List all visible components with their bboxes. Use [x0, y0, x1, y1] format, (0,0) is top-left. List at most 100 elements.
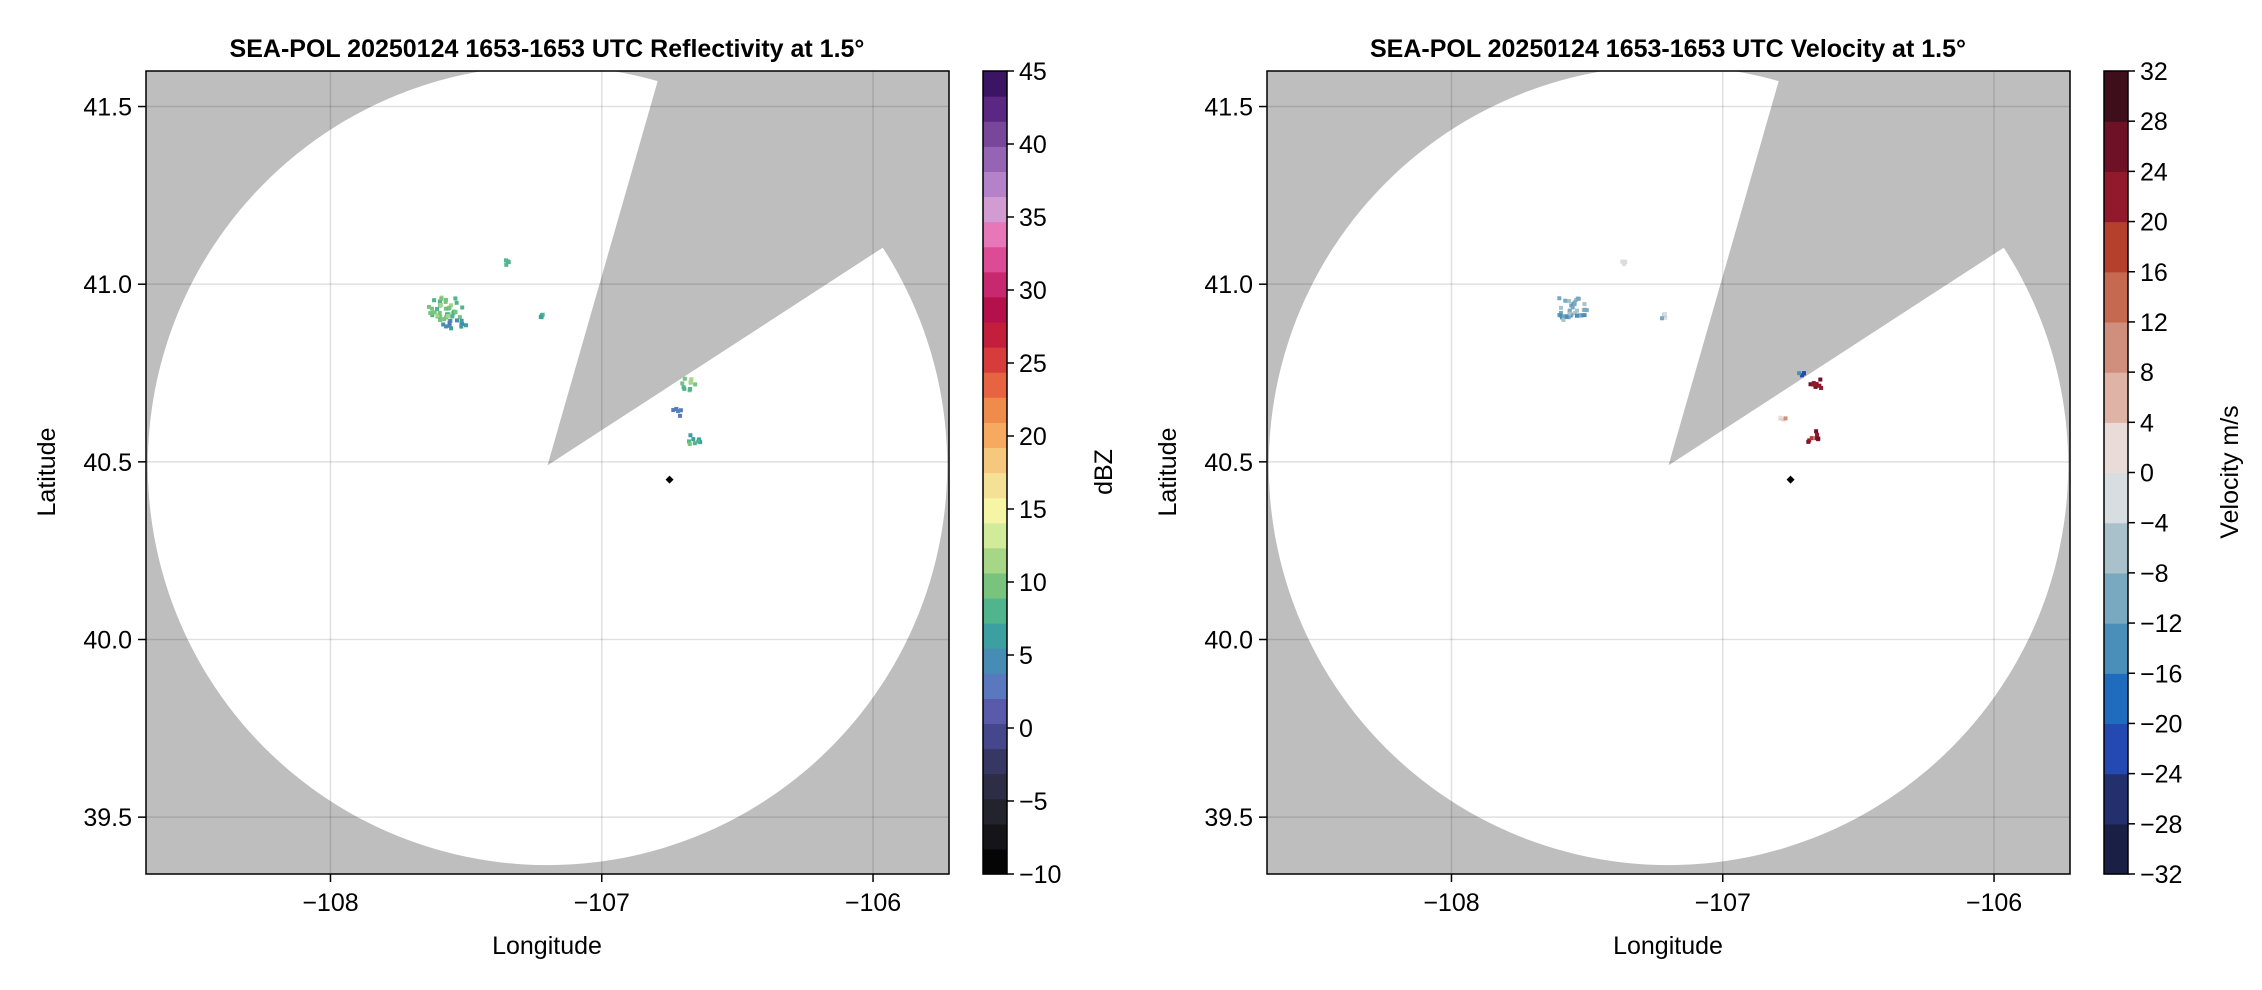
echo-cell — [1806, 429, 1821, 444]
colorbar-segment — [983, 296, 1007, 323]
echo-pixel — [676, 409, 681, 414]
echo-pixel — [1817, 383, 1822, 388]
x-tick-label: −106 — [845, 889, 901, 917]
colorbar-tick-label: 25 — [1019, 350, 1047, 378]
echo-pixel — [504, 262, 509, 267]
y-tick-label: 40.5 — [83, 449, 132, 477]
echo-pixel — [1575, 308, 1580, 313]
colorbar-segment — [983, 748, 1007, 775]
echo-cell — [538, 312, 545, 320]
echo-pixel — [447, 321, 452, 326]
echo-pixel — [696, 439, 701, 444]
echo-pixel — [430, 313, 435, 318]
colorbar-tick-label: 20 — [2140, 209, 2168, 237]
colorbar-segment — [983, 372, 1007, 398]
colorbar-tick-label: −28 — [2140, 811, 2182, 839]
echo-pixel — [538, 314, 543, 319]
x-axis-label: Longitude — [1613, 932, 1723, 960]
colorbar-tick-label: −32 — [2140, 861, 2182, 889]
echo-pixel — [426, 304, 431, 309]
echo-pixel — [677, 413, 682, 418]
echo-pixel — [1561, 317, 1566, 322]
colorbar-tick-label: 35 — [1019, 204, 1047, 232]
echo-pixel — [432, 310, 437, 315]
colorbar-segment — [2104, 773, 2128, 825]
echo-pixel — [449, 326, 454, 331]
colorbar-tick-label: −8 — [2140, 560, 2169, 588]
colorbar-segment — [983, 547, 1007, 574]
y-tick-label: 39.5 — [1204, 804, 1253, 832]
colorbar-segment — [983, 673, 1007, 699]
colorbar-segment — [983, 597, 1007, 624]
echo-pixel — [453, 296, 458, 301]
colorbar-tick-label: 20 — [1019, 423, 1047, 451]
colorbar-segment — [2104, 171, 2128, 223]
echo-pixel — [1816, 436, 1821, 441]
echo-layer — [426, 258, 703, 446]
colorbar-segment — [2104, 372, 2128, 423]
echo-pixel — [459, 318, 464, 323]
y-tick-label: 39.5 — [83, 804, 132, 832]
echo-pixel — [692, 441, 697, 446]
echo-pixel — [680, 381, 685, 386]
colorbar-segment — [983, 96, 1007, 122]
y-tick-label: 40.5 — [1204, 449, 1253, 477]
echo-pixel — [457, 315, 462, 320]
echo-pixel — [447, 323, 452, 328]
echo-cell — [1660, 311, 1668, 321]
colorbar-segment — [2104, 422, 2128, 474]
echo-pixel — [438, 318, 443, 323]
colorbar-segment — [2104, 472, 2128, 524]
echo-pixel — [455, 318, 460, 323]
velocity-panel: SEA-POL 20250124 1653-1653 UTC Velocity … — [1154, 35, 2244, 960]
grid-lines — [146, 71, 949, 874]
echo-pixel — [1567, 311, 1572, 316]
echo-pixel — [1557, 296, 1562, 301]
colorbar-segment — [983, 572, 1007, 599]
colorbar-segment — [983, 271, 1007, 298]
x-tick-label: −106 — [1966, 889, 2022, 917]
echo-pixel — [449, 303, 454, 308]
colorbar-segment — [983, 472, 1007, 499]
colorbar-segment — [2104, 572, 2128, 624]
echo-layer — [1557, 259, 1824, 444]
echo-pixel — [1572, 300, 1577, 305]
colorbar-tick-label: −20 — [2140, 710, 2182, 738]
echo-pixel — [1808, 382, 1813, 387]
colorbar-segment — [2104, 121, 2128, 172]
echo-cell — [441, 318, 469, 331]
map-area — [146, 71, 949, 874]
colorbar-segment — [2104, 823, 2128, 875]
echo-pixel — [693, 382, 698, 387]
echo-pixel — [443, 306, 448, 311]
colorbar-tick-label: 4 — [2140, 409, 2154, 437]
colorbar-segment — [983, 71, 1007, 97]
echo-pixel — [438, 314, 443, 319]
y-tick-label: 41.0 — [1204, 271, 1253, 299]
colorbar-tick-label: 15 — [1019, 496, 1047, 524]
colorbar-segment — [983, 497, 1007, 524]
y-axis-label: Latitude — [1154, 428, 1182, 517]
echo-pixel — [459, 324, 464, 329]
radar-coverage-area — [147, 71, 948, 866]
echo-pixel — [1574, 313, 1579, 318]
echo-pixel — [696, 437, 701, 442]
colorbar-tick-label: 12 — [2140, 309, 2168, 337]
colorbar-segment — [983, 698, 1007, 725]
colorbar-tick-label: −5 — [1019, 788, 1048, 816]
echo-pixel — [681, 385, 686, 390]
colorbar-tick-label: −12 — [2140, 610, 2182, 638]
reflectivity-panel: SEA-POL 20250124 1653-1653 UTC Reflectiv… — [33, 35, 1118, 960]
colorbar-segment — [983, 196, 1007, 223]
colorbar-tick-label: 8 — [2140, 359, 2154, 387]
echo-pixel — [1560, 315, 1565, 320]
colorbar-segment — [983, 121, 1007, 147]
y-tick-label: 40.0 — [1204, 626, 1253, 654]
echo-pixel — [1797, 371, 1802, 376]
colorbar-tick-label: 30 — [1019, 277, 1047, 305]
y-tick-label: 41.5 — [1204, 94, 1253, 122]
echo-pixel — [1582, 307, 1587, 312]
echo-cell — [680, 376, 698, 393]
chart-title: SEA-POL 20250124 1653-1653 UTC Velocity … — [1370, 35, 1966, 63]
echo-pixel — [1577, 313, 1582, 318]
